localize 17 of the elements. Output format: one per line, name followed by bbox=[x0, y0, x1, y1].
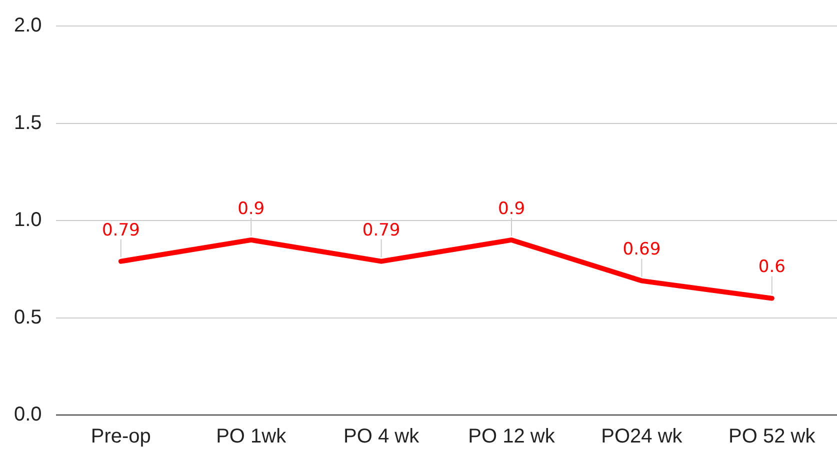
y-tick-label: 2.0 bbox=[14, 14, 42, 37]
data-label: 0.6 bbox=[758, 257, 786, 278]
x-tick-label: PO24 wk bbox=[601, 426, 684, 448]
x-tick-label: PO 4 wk bbox=[344, 426, 420, 448]
y-tick-label: 1.0 bbox=[14, 209, 42, 232]
data-label: 0.79 bbox=[362, 220, 400, 240]
y-tick-label: 0.0 bbox=[14, 404, 42, 426]
x-tick-label: PO 52 wk bbox=[728, 426, 816, 448]
x-tick-label: PO 1wk bbox=[216, 426, 288, 448]
data-label: 0.69 bbox=[622, 240, 661, 260]
data-label: 0.9 bbox=[498, 198, 526, 219]
data-label: 0.79 bbox=[102, 220, 140, 240]
y-tick-label: 0.5 bbox=[14, 306, 42, 328]
y-tick-label: 1.5 bbox=[14, 112, 42, 134]
data-label: 0.9 bbox=[238, 198, 265, 219]
x-tick-label: PO 12 wk bbox=[468, 426, 556, 448]
x-tick-label: Pre-op bbox=[90, 426, 151, 448]
